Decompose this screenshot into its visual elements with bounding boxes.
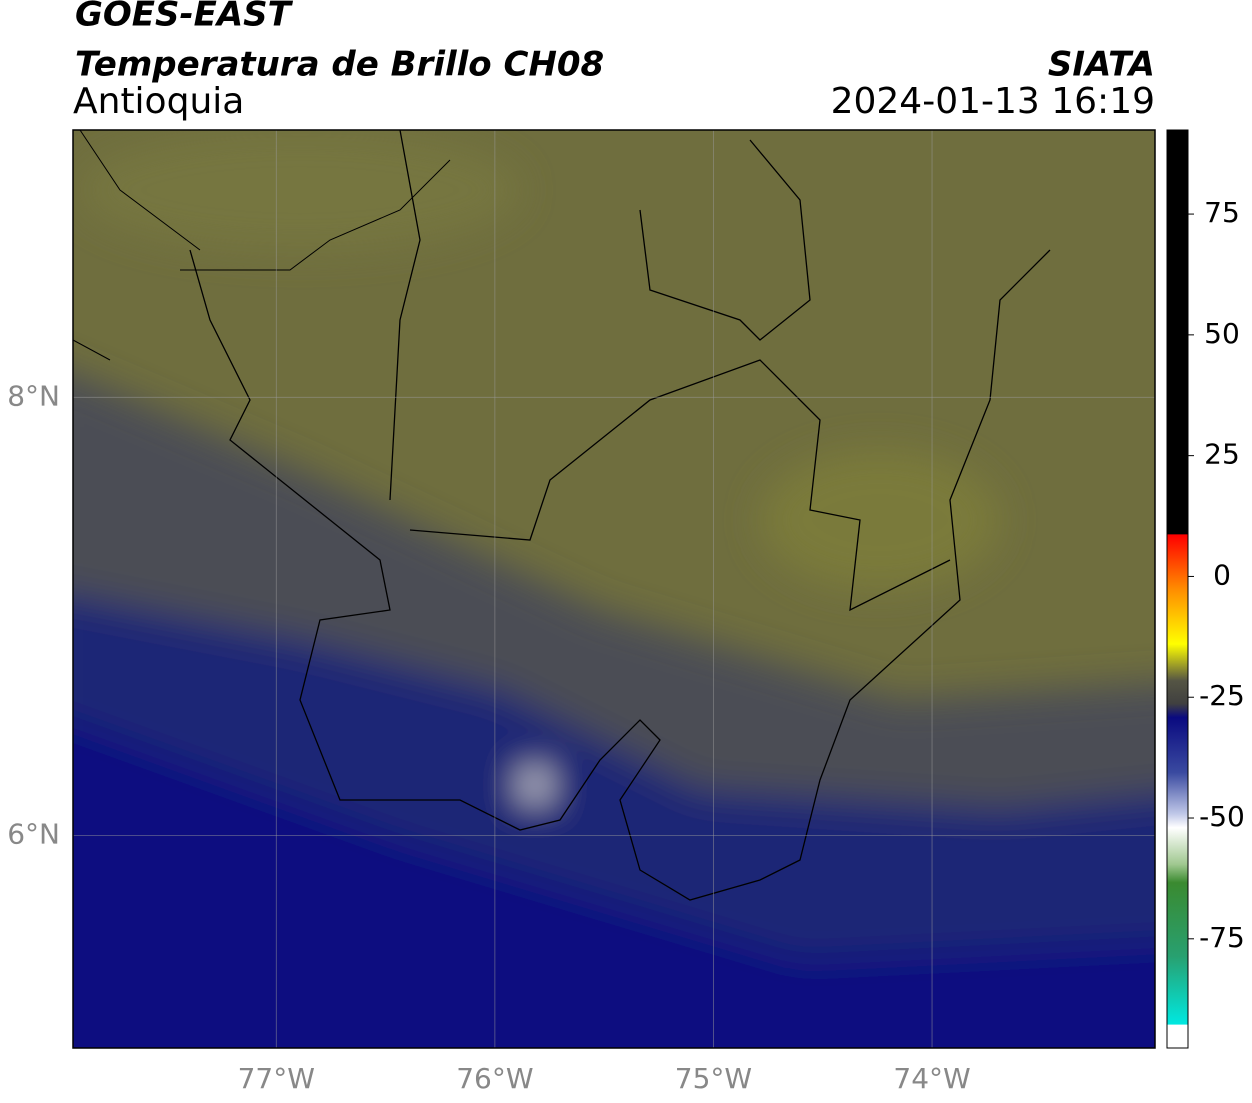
x-tick-label: 74°W bbox=[893, 1062, 970, 1095]
y-tick-label: 6°N bbox=[7, 817, 60, 850]
x-tick-label: 77°W bbox=[238, 1062, 315, 1095]
colorbar-tick-label: 0 bbox=[1213, 558, 1231, 591]
map-frame bbox=[72, 129, 1156, 1049]
colorbar-tick-label: 75 bbox=[1204, 196, 1240, 229]
graticule bbox=[73, 130, 1155, 1048]
colorbar-tick-label: -75 bbox=[1199, 921, 1245, 954]
y-tick-label: 8°N bbox=[7, 379, 60, 412]
subtitle: Temperatura de Brillo CH08 bbox=[75, 45, 604, 85]
x-tick-label: 76°W bbox=[456, 1062, 533, 1095]
colorbar-tick-label: -25 bbox=[1199, 679, 1245, 712]
colorbar-tick-label: 25 bbox=[1204, 438, 1240, 471]
x-tick-label: 75°W bbox=[675, 1062, 752, 1095]
colorbar-tick-label: 50 bbox=[1204, 317, 1240, 350]
colorbar-tick-label: -50 bbox=[1199, 800, 1245, 833]
region: Antioquia bbox=[73, 81, 244, 122]
datetime: 2024-01-13 16:19 bbox=[831, 81, 1155, 122]
colorbar bbox=[1166, 129, 1189, 1049]
source: SIATA bbox=[1048, 45, 1155, 85]
title: GOES-EAST bbox=[75, 0, 294, 35]
map bbox=[73, 130, 1155, 1048]
